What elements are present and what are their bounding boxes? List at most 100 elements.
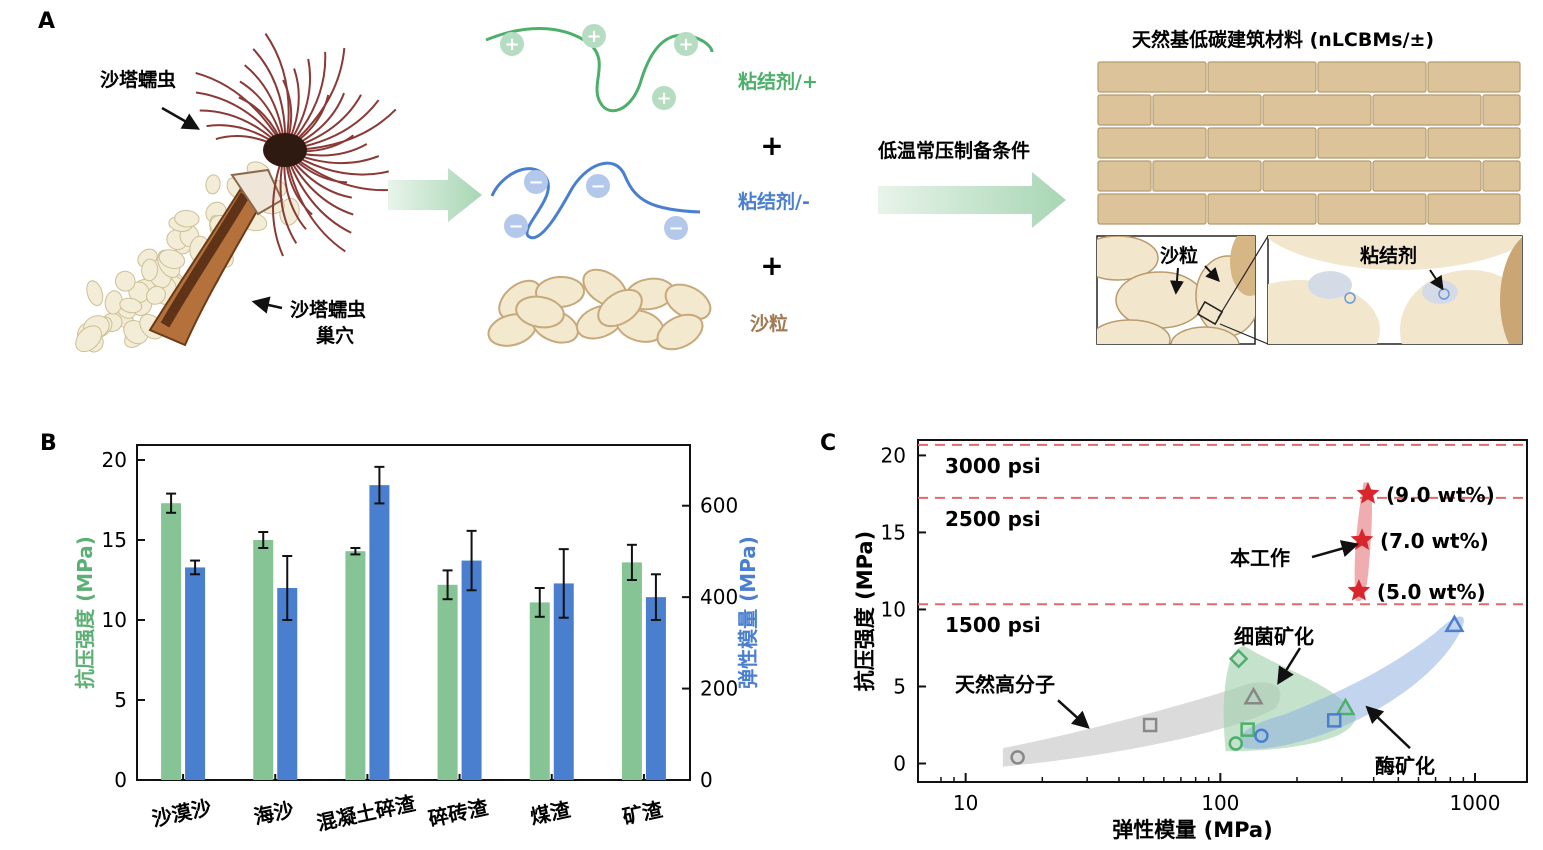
- y-tick-label: 15: [881, 520, 906, 544]
- svg-text:+: +: [656, 88, 671, 109]
- x-tick-label: 碎砖渣: [426, 795, 491, 831]
- psi-label: 2500 psi: [945, 507, 1041, 531]
- point-label: (5.0 wt%): [1377, 580, 1486, 604]
- plus-sign-1: +: [760, 129, 783, 162]
- bar-strength: [621, 562, 642, 780]
- x-tick-label: 煤渣: [528, 797, 573, 829]
- bar-strength: [161, 503, 182, 780]
- bar-modulus: [553, 583, 574, 780]
- y-tick-label: 10: [102, 608, 127, 632]
- zoom-line-1: [1217, 235, 1269, 319]
- bar-modulus: [185, 567, 206, 780]
- psi-label: 3000 psi: [945, 454, 1041, 478]
- sandcastle-worm-illustration: [75, 33, 397, 353]
- y-tick-label: 15: [102, 528, 127, 552]
- svg-text:−: −: [668, 218, 683, 239]
- transition-arrow-1: [388, 168, 482, 222]
- x-tick-label: 矿渣: [620, 797, 665, 829]
- enzyme-region: [1239, 616, 1464, 749]
- svg-text:−: −: [590, 176, 605, 197]
- microstructure-inset-right: [1267, 235, 1523, 345]
- y2-tick-label: 0: [700, 768, 713, 792]
- svg-text:−: −: [508, 216, 523, 237]
- material-title: 天然基低碳建筑材料 (nLCBMs/±): [1132, 28, 1434, 51]
- binder-negative-label: 粘结剂/-: [738, 190, 810, 213]
- bar-modulus: [277, 588, 298, 780]
- transition-arrow-2: [878, 172, 1066, 228]
- panel-c: C 3000 psi 2500 psi 1500 psi 0 5 10 15 20 10 100 1…: [820, 431, 1528, 842]
- negative-binder-illustration: − − − −: [490, 161, 701, 240]
- y-tick-label: 0: [893, 752, 906, 776]
- burrow-label-line2: 巢穴: [315, 324, 354, 347]
- burrow-label-line1: 沙塔蠕虫: [290, 298, 366, 321]
- point-label: (9.0 wt%): [1386, 483, 1495, 507]
- bar-strength: [437, 584, 458, 780]
- point-triangle: [1335, 697, 1356, 716]
- annotation-arrow: [1365, 705, 1411, 750]
- scatter-chart-ashby: 3000 psi 2500 psi 1500 psi 0 5 10 15 20 10 100 100…: [853, 439, 1528, 842]
- panel-a: A 沙塔蠕虫 沙塔蠕虫 巢穴 + + + + 粘结剂/+ +: [38, 9, 1523, 353]
- binder-positive-label: 粘结剂/+: [738, 70, 818, 93]
- annotation-enzyme: 酶矿化: [1375, 754, 1435, 778]
- svg-text:+: +: [678, 34, 693, 55]
- x-tick-label: 1000: [1450, 791, 1501, 815]
- annotation-arrow: [1311, 540, 1360, 559]
- panel-c-label: C: [820, 431, 836, 456]
- y-tick-label: 20: [102, 448, 127, 472]
- plot-frame: [917, 439, 1528, 783]
- y-axis-title: 抗压强度 (MPa): [73, 536, 97, 689]
- inset-binder-arrow: [1429, 269, 1444, 291]
- inset-binder-label: 粘结剂: [1360, 244, 1417, 267]
- bar-modulus: [645, 597, 666, 780]
- svg-text:−: −: [528, 172, 543, 193]
- bar-strength: [529, 602, 550, 780]
- y-tick-label: 0: [114, 768, 127, 792]
- point-circle: [1010, 750, 1025, 765]
- annotation-natural-polymer: 天然高分子: [955, 672, 1055, 696]
- point-square: [1142, 717, 1158, 733]
- worm-arrow: [161, 106, 201, 130]
- x-tick-label: 10: [953, 791, 978, 815]
- annotation-bacterial: 细菌矿化: [1234, 625, 1314, 649]
- natural-polymer-region: [1002, 682, 1281, 767]
- positive-binder-illustration: + + + +: [485, 24, 714, 113]
- y-tick-label: 5: [893, 674, 906, 698]
- point-circle: [1254, 728, 1269, 744]
- panel-a-label: A: [38, 9, 55, 34]
- process-label: 低温常压制备条件: [877, 139, 1030, 162]
- y2-tick-label: 400: [700, 585, 738, 609]
- svg-text:+: +: [586, 26, 601, 47]
- plus-sign-2: +: [760, 249, 783, 282]
- point-star: [1347, 578, 1371, 601]
- bar-strength: [345, 551, 366, 780]
- annotation-arrow: [1277, 647, 1302, 685]
- point-circle: [1228, 736, 1244, 751]
- plot-frame: [136, 444, 691, 781]
- x-axis-title: 弹性模量 (MPa): [1112, 818, 1272, 842]
- point-square: [1240, 722, 1255, 737]
- sand-grains-illustration: [487, 268, 712, 351]
- x-tick-label: 沙漠沙: [150, 795, 214, 831]
- y2-tick-label: 200: [700, 677, 738, 701]
- y2-axis-title: 弹性模量 (MPa): [736, 536, 760, 689]
- x-tick-label: 混凝土碎渣: [315, 791, 419, 835]
- zoom-line-2: [1219, 323, 1269, 345]
- annotation-arrow: [1057, 699, 1090, 729]
- bar-modulus: [369, 485, 390, 780]
- inset-sand-arrow-1: [1169, 267, 1184, 295]
- y2-tick-label: 600: [700, 494, 738, 518]
- point-label: (7.0 wt%): [1380, 529, 1489, 553]
- panel-b-label: B: [40, 431, 57, 456]
- psi-label: 1500 psi: [945, 613, 1041, 637]
- annotation-this-work: 本工作: [1230, 546, 1290, 570]
- worm-label: 沙塔蠕虫: [100, 68, 176, 91]
- brick-wall-illustration: [1097, 61, 1521, 225]
- y-tick-label: 20: [881, 443, 906, 467]
- point-diamond: [1228, 648, 1249, 669]
- y-tick-label: 10: [881, 597, 906, 621]
- inset-sand-arrow-2: [1204, 265, 1220, 283]
- svg-text:+: +: [504, 34, 519, 55]
